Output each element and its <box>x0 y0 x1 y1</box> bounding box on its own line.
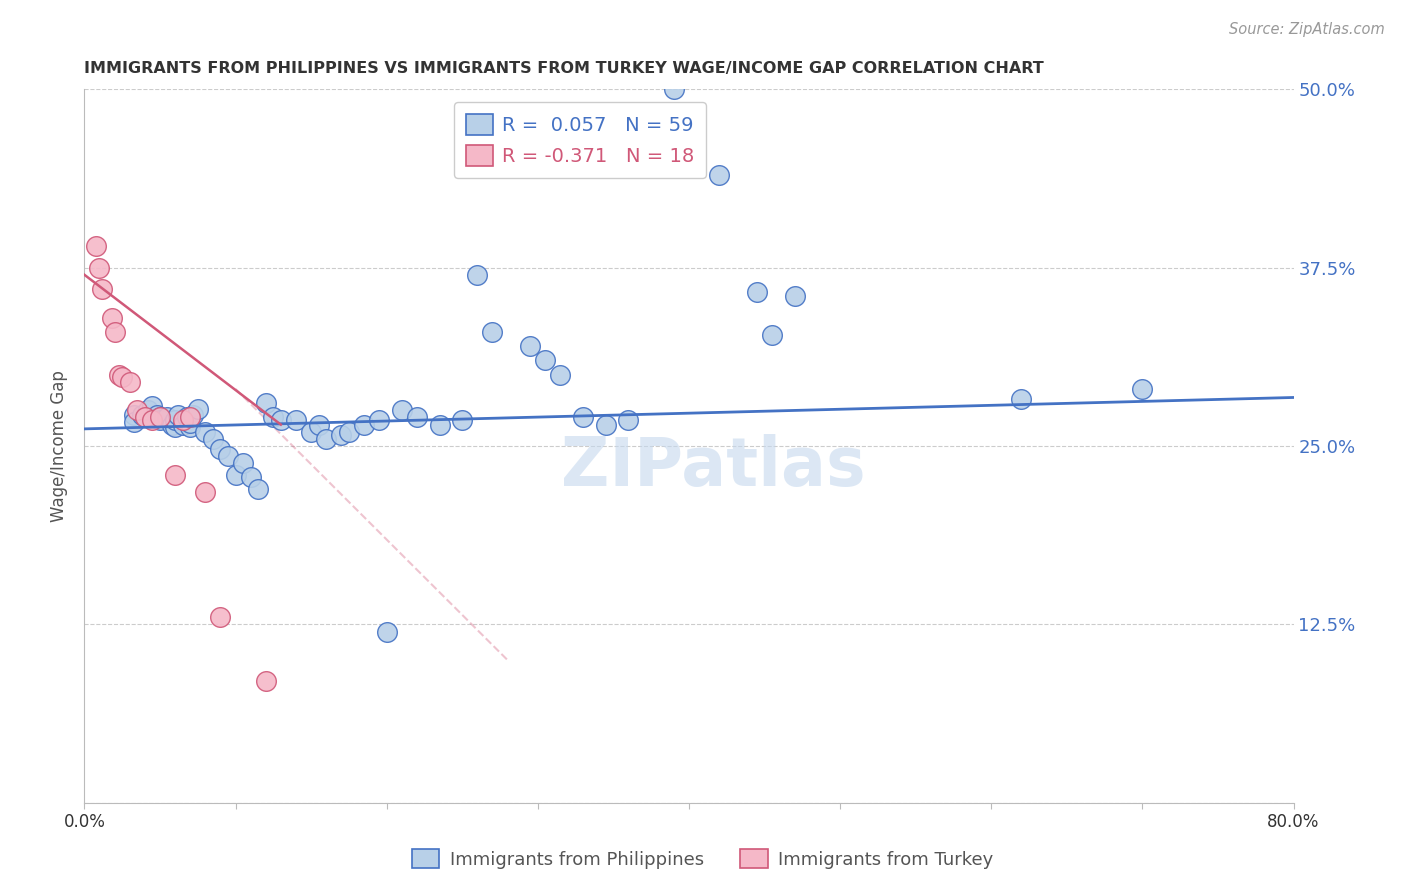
Point <box>141 413 163 427</box>
Point <box>519 339 541 353</box>
Point <box>254 396 277 410</box>
Point <box>337 425 360 439</box>
Point <box>100 310 122 325</box>
Y-axis label: Wage/Income Gap: Wage/Income Gap <box>51 370 69 522</box>
Point <box>172 417 194 432</box>
Point <box>179 420 201 434</box>
Point <box>172 413 194 427</box>
Point <box>232 456 254 470</box>
Point <box>187 401 209 416</box>
Point <box>146 408 169 422</box>
Text: ZIPatlas: ZIPatlas <box>561 434 866 500</box>
Point <box>201 432 224 446</box>
Point <box>149 410 172 425</box>
Point <box>270 413 292 427</box>
Point <box>165 467 187 482</box>
Point <box>179 410 201 425</box>
Point <box>709 168 731 182</box>
Point <box>86 239 108 253</box>
Point <box>225 467 247 482</box>
Point <box>239 470 262 484</box>
Point <box>617 413 640 427</box>
Legend: Immigrants from Philippines, Immigrants from Turkey: Immigrants from Philippines, Immigrants … <box>405 841 1001 876</box>
Point <box>136 403 159 417</box>
Point <box>662 82 685 96</box>
Point <box>285 413 308 427</box>
Point <box>156 410 179 425</box>
Point <box>783 289 806 303</box>
Point <box>481 325 503 339</box>
Point <box>127 403 149 417</box>
Point <box>761 327 783 342</box>
Point <box>299 425 322 439</box>
Point <box>118 375 141 389</box>
Point <box>745 285 768 299</box>
Point <box>330 427 353 442</box>
Point <box>104 325 127 339</box>
Point <box>141 399 163 413</box>
Legend: R =  0.057   N = 59, R = -0.371   N = 18: R = 0.057 N = 59, R = -0.371 N = 18 <box>454 103 706 178</box>
Point <box>108 368 131 382</box>
Point <box>165 420 187 434</box>
Point <box>209 610 232 624</box>
Point <box>209 442 232 456</box>
Point <box>134 410 156 425</box>
Point <box>176 410 198 425</box>
Point <box>91 282 114 296</box>
Point <box>315 432 337 446</box>
Point <box>375 624 398 639</box>
Point <box>254 674 277 689</box>
Point <box>194 425 217 439</box>
Point <box>131 408 153 422</box>
Point <box>467 268 489 282</box>
Point <box>451 413 474 427</box>
Point <box>308 417 330 432</box>
Point <box>353 417 375 432</box>
Point <box>217 449 239 463</box>
Point <box>262 410 284 425</box>
Point <box>572 410 595 425</box>
Point <box>406 410 429 425</box>
Point <box>89 260 111 275</box>
Point <box>149 410 172 425</box>
Point <box>429 417 451 432</box>
Point <box>149 413 172 427</box>
Point <box>194 484 217 499</box>
Point <box>165 413 187 427</box>
Point <box>111 370 134 384</box>
Point <box>534 353 557 368</box>
Point <box>181 408 204 422</box>
Text: IMMIGRANTS FROM PHILIPPINES VS IMMIGRANTS FROM TURKEY WAGE/INCOME GAP CORRELATIO: IMMIGRANTS FROM PHILIPPINES VS IMMIGRANT… <box>84 61 1045 76</box>
Point <box>595 417 617 432</box>
Point <box>247 482 270 496</box>
Point <box>368 413 391 427</box>
Point <box>122 408 145 422</box>
Point <box>1130 382 1153 396</box>
Point <box>391 403 413 417</box>
Text: Source: ZipAtlas.com: Source: ZipAtlas.com <box>1229 22 1385 37</box>
Point <box>1011 392 1033 406</box>
Point <box>550 368 572 382</box>
Point <box>122 415 145 429</box>
Point <box>167 408 190 422</box>
Point <box>134 410 156 425</box>
Point <box>179 416 201 430</box>
Point <box>160 417 183 432</box>
